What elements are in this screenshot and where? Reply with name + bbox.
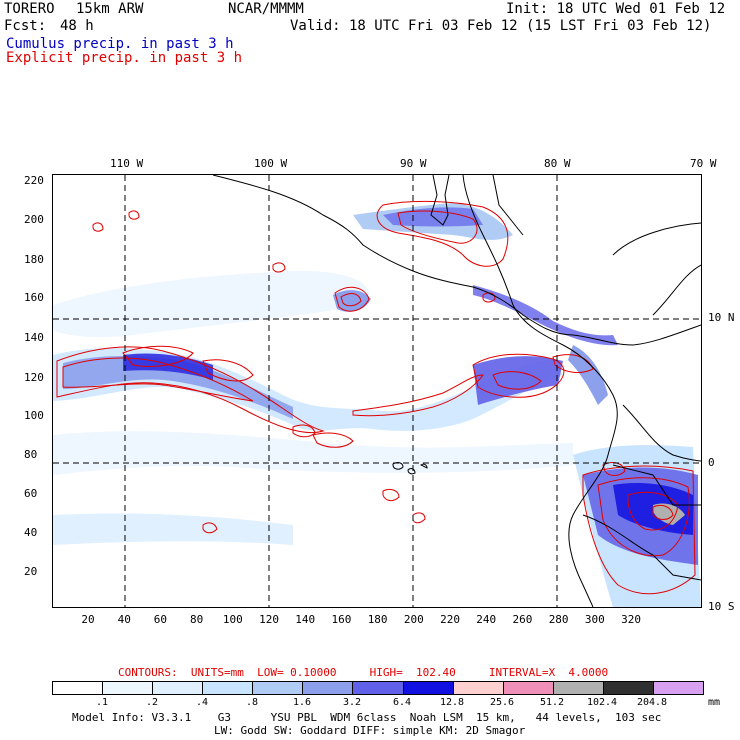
y-index-label: 140: [24, 331, 44, 344]
lon-label-110w: 110 W: [110, 157, 144, 170]
legend-tick-label: .2: [145, 697, 159, 708]
legend-tick-label: .4: [195, 697, 209, 708]
legend-tick-label: 204.8: [636, 697, 668, 708]
y-index-label: 120: [24, 371, 44, 384]
physics-info-line: LW: Godd SW: Goddard DIFF: simple KM: 2D…: [214, 724, 526, 737]
y-index-label: 180: [24, 253, 44, 266]
legend-tick-label: 3.2: [342, 697, 362, 708]
y-index-label: 200: [24, 213, 44, 226]
x-index-label: 160: [331, 613, 352, 626]
legend-swatch: [453, 682, 504, 694]
lon-label-70w: 70 W: [690, 157, 717, 170]
y-index-label: 40: [24, 526, 38, 539]
explicit-legend-label: Explicit precip. in past 3 h: [6, 50, 243, 66]
lon-label-90w: 90 W: [400, 157, 427, 170]
x-index-label: 300: [584, 613, 605, 626]
legend-swatch: [53, 682, 104, 694]
x-index-label: 120: [259, 613, 279, 626]
lat-label-10n: 10 N: [708, 311, 735, 324]
x-index-label: 200: [403, 613, 424, 626]
legend-swatch: [253, 682, 304, 694]
cumulus-precip-layer: [53, 203, 701, 607]
legend-unit: mm: [707, 697, 721, 708]
legend-swatch: [403, 682, 454, 694]
x-index-label: 240: [476, 613, 497, 626]
init-time: Init: 18 UTC Wed 01 Feb 12: [506, 1, 726, 17]
model-info-line: Model Info: V3.3.1 G3 YSU PBL WDM 6class…: [72, 711, 662, 724]
legend-tick-label: .1: [95, 697, 109, 708]
color-legend-bar: [52, 681, 704, 695]
x-index-label: 80: [190, 613, 204, 626]
legend-swatch: [303, 682, 354, 694]
cumulus-legend-label: Cumulus precip. in past 3 h: [6, 36, 234, 52]
x-index-label: 320: [621, 613, 641, 626]
contours-info: CONTOURS: UNITS=mm LOW= 0.10000 HIGH= 10…: [118, 666, 609, 679]
legend-tick-label: 51.2: [539, 697, 565, 708]
lon-label-100w: 100 W: [254, 157, 288, 170]
legend-swatch: [153, 682, 204, 694]
legend-swatch: [353, 682, 404, 694]
precip-map-svg: [53, 175, 701, 607]
legend-swatch: [103, 682, 154, 694]
x-index-label: 20: [81, 613, 95, 626]
org-label: NCAR/MMMM: [228, 1, 304, 17]
y-index-label: 80: [24, 448, 38, 461]
legend-swatch: [503, 682, 554, 694]
model-name: TORERO: [4, 1, 55, 17]
legend-tick-label: 6.4: [392, 697, 412, 708]
precip-map: [52, 174, 702, 608]
legend-tick-label: 1.6: [292, 697, 312, 708]
x-index-label: 260: [512, 613, 533, 626]
graticule: [53, 175, 701, 607]
legend-swatch: [553, 682, 604, 694]
x-index-label: 100: [222, 613, 243, 626]
model-resolution: 15km ARW: [76, 1, 144, 17]
legend-tick-label: 25.6: [489, 697, 515, 708]
y-index-label: 60: [24, 487, 38, 500]
coastlines: [212, 175, 701, 607]
y-index-label: 100: [24, 409, 44, 422]
lat-label-10s: 10 S: [708, 600, 735, 613]
legend-tick-label: 102.4: [586, 697, 618, 708]
legend-tick-label: .8: [245, 697, 259, 708]
x-index-label: 60: [153, 613, 168, 626]
legend-tick-label: 12.8: [439, 697, 465, 708]
lat-label-0: 0: [708, 456, 715, 469]
legend-swatch: [203, 682, 254, 694]
explicit-precip-contours: [56, 200, 696, 595]
x-index-label: 180: [367, 613, 388, 626]
x-index-label: 140: [295, 613, 316, 626]
y-index-label: 20: [24, 565, 38, 578]
fcst-hours: 48 h: [60, 18, 94, 34]
y-index-label: 220: [24, 174, 44, 187]
x-index-label: 40: [117, 613, 131, 626]
valid-time: Valid: 18 UTC Fri 03 Feb 12 (15 LST Fri …: [290, 18, 712, 34]
y-index-label: 160: [24, 291, 44, 304]
lon-label-80w: 80 W: [544, 157, 571, 170]
legend-swatch: [603, 682, 654, 694]
x-index-label: 280: [548, 613, 569, 626]
legend-swatch: [653, 682, 704, 694]
x-index-label: 220: [440, 613, 460, 626]
fcst-label: Fcst:: [4, 18, 47, 34]
